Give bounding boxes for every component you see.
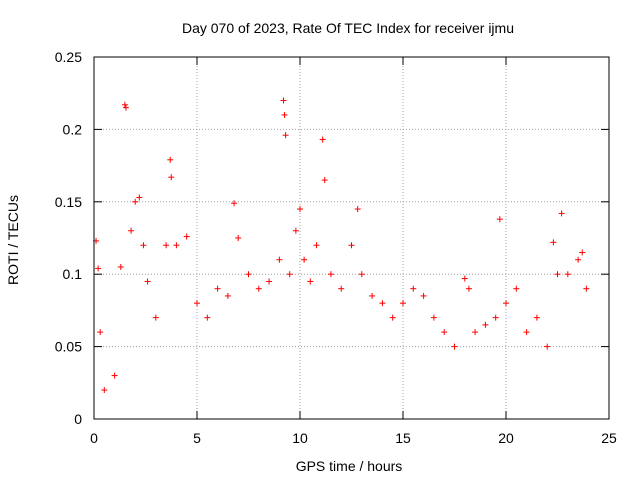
- data-point: [173, 242, 180, 249]
- data-point: [327, 271, 334, 278]
- data-point: [286, 271, 293, 278]
- x-tick-label: 20: [498, 430, 514, 446]
- data-point: [389, 314, 396, 321]
- data-point: [369, 292, 376, 299]
- y-tick-label: 0: [74, 411, 82, 427]
- data-point: [313, 242, 320, 249]
- data-point: [255, 285, 262, 292]
- grid-lines: [94, 57, 609, 419]
- y-tick-label: 0.15: [55, 194, 82, 210]
- data-point: [564, 271, 571, 278]
- y-axis-label: ROTI / TECUs: [5, 195, 21, 285]
- data-point: [122, 104, 129, 111]
- data-point: [513, 285, 520, 292]
- x-axis-label: GPS time / hours: [296, 458, 403, 474]
- data-point: [472, 329, 479, 336]
- data-point: [167, 156, 174, 163]
- data-point: [523, 329, 530, 336]
- data-point: [338, 285, 345, 292]
- data-point: [583, 285, 590, 292]
- data-point: [358, 271, 365, 278]
- data-point: [533, 314, 540, 321]
- x-tick-labels: 0 5 10 15 20 25: [90, 430, 617, 446]
- data-point: [168, 174, 175, 181]
- data-point: [503, 300, 509, 307]
- data-point: [319, 136, 326, 143]
- data-point: [410, 285, 417, 292]
- data-point: [461, 275, 468, 282]
- data-point: [354, 206, 361, 213]
- data-point: [301, 256, 308, 263]
- data-point: [266, 278, 273, 285]
- y-tick-label: 0.1: [63, 266, 83, 282]
- data-point: [492, 314, 499, 321]
- data-point: [544, 343, 551, 350]
- data-point: [144, 278, 151, 285]
- axis-ticks: [93, 56, 610, 420]
- data-point: [121, 101, 128, 108]
- data-point: [558, 210, 565, 217]
- data-point: [183, 233, 190, 240]
- data-point: [276, 256, 283, 263]
- x-tick-label: 10: [292, 430, 308, 446]
- data-point: [348, 242, 355, 249]
- data-point: [307, 278, 314, 285]
- data-point: [280, 97, 287, 104]
- data-point: [441, 329, 448, 336]
- data-point: [321, 177, 328, 184]
- data-point: [482, 321, 489, 328]
- y-tick-label: 0.25: [55, 49, 82, 65]
- x-tick-label: 0: [90, 430, 98, 446]
- x-tick-label: 25: [601, 430, 617, 446]
- plot-frame: [93, 56, 610, 420]
- data-points: [93, 97, 590, 394]
- data-point: [297, 206, 303, 213]
- data-point: [101, 387, 108, 394]
- data-point: [194, 300, 200, 307]
- x-tick-label: 5: [193, 430, 201, 446]
- data-point: [140, 242, 147, 249]
- data-point: [163, 242, 170, 249]
- y-tick-labels: 0 0.05 0.1 0.15 0.2 0.25: [55, 49, 82, 427]
- data-point: [111, 372, 118, 379]
- data-point: [575, 256, 582, 263]
- data-point: [379, 300, 386, 307]
- data-point: [152, 314, 159, 321]
- data-point: [554, 271, 561, 278]
- y-tick-label: 0.05: [55, 339, 82, 355]
- data-point: [420, 292, 427, 299]
- data-point: [451, 343, 458, 350]
- x-tick-label: 15: [395, 430, 411, 446]
- data-point: [214, 285, 221, 292]
- data-point: [579, 249, 586, 256]
- data-point: [231, 200, 238, 207]
- data-point: [465, 285, 472, 292]
- data-point: [95, 265, 102, 272]
- data-point: [97, 329, 104, 336]
- data-point: [224, 292, 231, 299]
- data-point: [245, 271, 252, 278]
- data-point: [132, 198, 139, 205]
- data-point: [136, 194, 143, 201]
- data-point: [496, 216, 503, 223]
- data-point: [292, 227, 299, 234]
- data-point: [117, 263, 124, 270]
- data-point: [430, 314, 437, 321]
- data-point: [204, 314, 211, 321]
- chart-title: Day 070 of 2023, Rate Of TEC Index for r…: [182, 20, 514, 36]
- data-point: [400, 300, 406, 307]
- data-point: [128, 227, 135, 234]
- data-point: [282, 132, 289, 139]
- data-point: [281, 111, 288, 118]
- data-point: [550, 239, 557, 246]
- y-tick-label: 0.2: [63, 121, 83, 137]
- data-point: [235, 235, 242, 241]
